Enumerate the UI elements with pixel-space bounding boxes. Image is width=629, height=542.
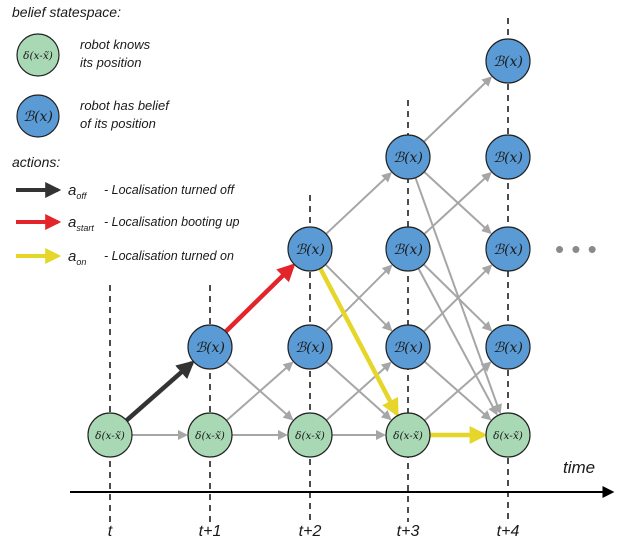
transition-arrow-13 (325, 172, 392, 235)
action-off-label: - Localisation turned off (104, 183, 235, 197)
belief-state-node: ℬ(x) (485, 134, 531, 180)
belief-state-label: ℬ(x) (393, 150, 423, 166)
belief-state-node: ℬ(x) (287, 226, 333, 272)
legend-belief-node: ℬ(x) (16, 94, 60, 138)
transition-arrow-15 (423, 263, 493, 332)
legend-action-start: astart - Localisation booting up (16, 214, 240, 233)
legend-known-node: δ(x-x̃) (16, 33, 60, 77)
time-tick-1: t+1 (199, 523, 222, 540)
svg-text:astart: astart (68, 214, 94, 233)
action-on-symbol: a (68, 248, 76, 265)
belief-state-node: ℬ(x) (485, 38, 531, 84)
state-nodes: δ(x-x̃) δ(x-x̃) δ(x-x̃) δ(x-x̃) δ(x-x̃) ℬ(x) ℬ… (87, 38, 531, 458)
legend-heading: belief statespace: (12, 4, 121, 20)
known-state-node: δ(x-x̃) (385, 412, 431, 458)
legend-actions-heading: actions: (12, 154, 60, 170)
belief-state-node: ℬ(x) (287, 324, 333, 370)
belief-state-node: ℬ(x) (385, 226, 431, 272)
belief-state-label: ℬ(x) (493, 340, 523, 356)
action-arrow-on-1 (318, 267, 399, 417)
transition-arrow-8 (423, 360, 492, 421)
action-arrow-start (224, 263, 296, 334)
belief-state-label: ℬ(x) (295, 340, 325, 356)
transition-arrow-16 (423, 171, 492, 235)
action-arrows (125, 263, 488, 444)
gray-transition-arrows (132, 76, 502, 440)
belief-state-node: ℬ(x) (485, 324, 531, 370)
belief-state-node: ℬ(x) (485, 226, 531, 272)
legend: belief statespace: δ(x-x̃) robot knows i… (12, 4, 240, 267)
legend-belief-line2: of its position (80, 116, 156, 131)
action-on-label: - Localisation turned on (104, 249, 234, 263)
belief-state-label: ℬ(x) (493, 242, 523, 258)
time-tick-0: t (108, 523, 113, 540)
known-state-node: δ(x-x̃) (187, 412, 233, 458)
action-off-symbol: a (68, 182, 76, 199)
transition-arrow-12 (423, 76, 493, 143)
transition-arrow-14 (324, 263, 393, 332)
legend-known-symbol: δ(x-x̃) (23, 50, 53, 62)
known-state-label: δ(x-x̃) (393, 430, 423, 442)
action-on-subscript: on (76, 257, 86, 267)
action-start-label: - Localisation booting up (104, 215, 240, 229)
time-axis-label: time (563, 458, 595, 477)
transition-arrow-17 (414, 177, 502, 415)
legend-action-off: aoff - Localisation turned off (16, 182, 235, 201)
legend-action-on: aon - Localisation turned on (16, 248, 234, 267)
time-tick-labels: t t+1 t+2 t+3 t+4 (108, 523, 520, 540)
belief-state-label: ℬ(x) (493, 54, 523, 70)
svg-text:aon: aon (68, 248, 86, 267)
known-state-node: δ(x-x̃) (287, 412, 333, 458)
belief-state-label: ℬ(x) (493, 150, 523, 166)
transition-arrow-7 (325, 360, 392, 421)
continuation-ellipsis: • • • (555, 234, 597, 264)
known-state-node: δ(x-x̃) (87, 412, 133, 458)
legend-belief-symbol: ℬ(x) (23, 109, 53, 125)
belief-state-node: ℬ(x) (385, 134, 431, 180)
action-start-subscript: start (76, 223, 94, 233)
belief-state-node: ℬ(x) (385, 324, 431, 370)
belief-state-label: ℬ(x) (393, 242, 423, 258)
belief-state-label: ℬ(x) (393, 340, 423, 356)
transition-arrow-18 (417, 267, 498, 416)
known-state-label: δ(x-x̃) (493, 430, 523, 442)
legend-known-line2: its position (80, 55, 141, 70)
svg-text:aoff: aoff (68, 182, 88, 201)
known-state-label: δ(x-x̃) (95, 430, 125, 442)
legend-known-line1: robot knows (80, 37, 151, 52)
time-tick-2: t+2 (299, 523, 322, 540)
belief-state-label: ℬ(x) (295, 242, 325, 258)
known-state-label: δ(x-x̃) (195, 430, 225, 442)
time-tick-3: t+3 (397, 523, 420, 540)
known-state-label: δ(x-x̃) (295, 430, 325, 442)
action-start-symbol: a (68, 214, 76, 231)
action-off-subscript: off (76, 191, 88, 201)
transition-arrow-6 (225, 360, 294, 421)
action-arrow-off (125, 360, 195, 423)
belief-state-label: ℬ(x) (195, 340, 225, 356)
time-tick-4: t+4 (497, 523, 520, 540)
known-state-node: δ(x-x̃) (485, 412, 531, 458)
legend-belief-line1: robot has belief (80, 98, 170, 113)
belief-state-node: ℬ(x) (187, 324, 233, 370)
